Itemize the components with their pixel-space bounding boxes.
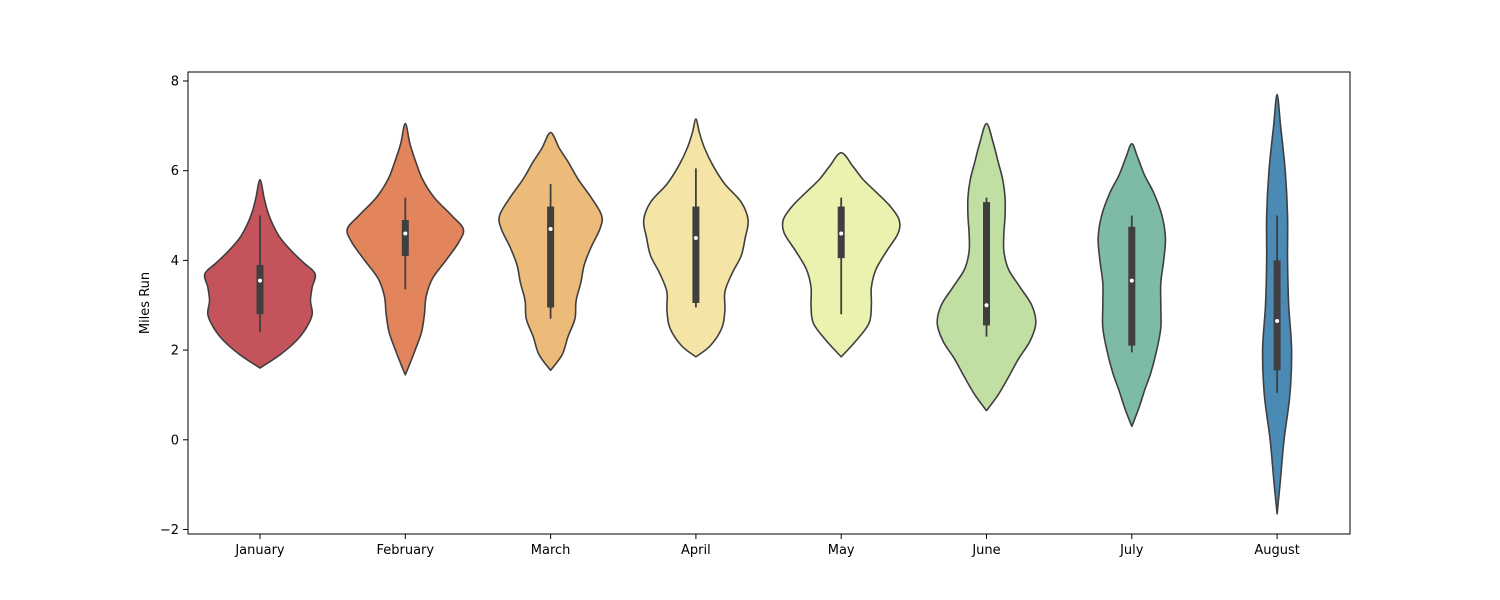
x-tick-label: March [531,543,571,558]
inner-boxes-layer [256,168,1281,393]
y-axis: −2 0 2 4 6 8 [160,74,188,538]
y-axis-label: Miles Run [138,272,153,334]
median-marker-june [984,303,989,308]
median-marker-february [403,231,408,236]
median-marker-march [548,226,553,231]
iqr-box-march [547,206,555,308]
y-tick-label: 8 [171,74,179,89]
x-tick-label: July [1119,543,1144,558]
median-marker-january [258,278,262,283]
median-marker-april [693,235,698,240]
iqr-box-february [401,220,409,256]
iqr-box-april [692,206,700,303]
x-tick-label: April [681,543,711,558]
x-tick-label: February [376,543,434,558]
x-tick-label: January [234,543,285,558]
median-marker-august [1275,318,1280,323]
iqr-box-january [256,264,264,315]
median-marker-july [1129,278,1134,283]
y-tick-label: −2 [160,523,179,538]
y-tick-label: 0 [171,433,179,448]
plot-frame [187,71,1351,535]
y-tick-label: 2 [171,344,179,359]
x-tick-label: August [1254,543,1300,558]
iqr-box-june [983,202,990,326]
x-axis: January February March April May June July Augu… [234,534,1300,558]
x-tick-label: May [828,543,855,558]
x-tick-label: June [971,543,1000,558]
iqr-box-august [1273,260,1281,371]
y-tick-label: 6 [171,164,179,179]
median-marker-may [839,231,844,236]
y-tick-label: 4 [171,254,179,269]
iqr-box-july [1128,226,1136,346]
